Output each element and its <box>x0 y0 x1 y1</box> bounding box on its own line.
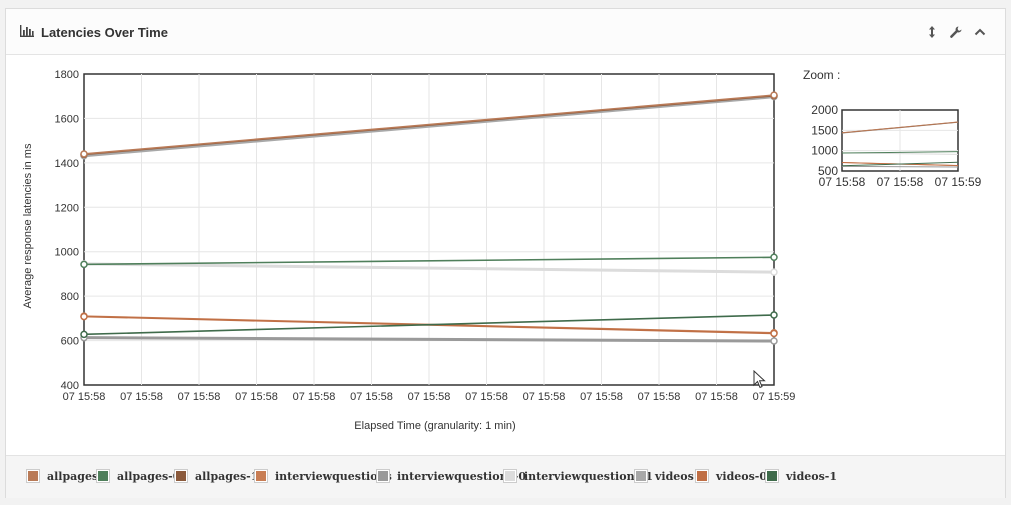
y-tick-label: 800 <box>61 291 79 303</box>
zoom-label: Zoom : <box>803 68 841 82</box>
series-line-videos-1 <box>83 314 775 336</box>
legend-swatch <box>26 469 40 483</box>
legend-label: allpages <box>47 469 99 483</box>
y-tick-label: 1000 <box>55 247 79 259</box>
y-tick-label: 400 <box>61 380 79 392</box>
wrench-icon[interactable] <box>949 25 963 39</box>
y-tick-label: 1600 <box>55 113 79 125</box>
legend-label: interviewquestions-1 <box>524 469 653 483</box>
legend-item-videos-0[interactable]: videos-0 <box>695 468 767 484</box>
x-axis-label: Elapsed Time (granularity: 1 min) <box>354 420 515 432</box>
legend-label: allpages-1 <box>195 469 259 483</box>
series-line-interviewquestions-1 <box>83 262 775 274</box>
collapse-chevron-icon[interactable] <box>973 25 987 39</box>
legend-item-videos[interactable]: videos <box>634 468 694 484</box>
x-tick-label: 07 15:58 <box>695 391 738 403</box>
legend-item-allpages-0[interactable]: allpages-0 <box>96 468 180 484</box>
zoom-x-tick-label: 07 15:58 <box>877 175 924 189</box>
panel-title: Latencies Over Time <box>41 25 168 40</box>
point-videos-1-1 <box>770 311 778 319</box>
point-interviewquestions-1-1 <box>770 268 778 276</box>
legend-swatch <box>376 469 390 483</box>
bar-chart-icon <box>20 25 34 37</box>
zoom-series-line-videos-1 <box>841 161 959 167</box>
legend-swatch <box>174 469 188 483</box>
legend-label: interviewquestions-0 <box>397 469 526 483</box>
legend-label: videos-0 <box>716 469 768 483</box>
legend-swatch <box>96 469 110 483</box>
point-videos-0-1 <box>770 329 778 338</box>
legend-swatch <box>634 469 648 483</box>
legend-swatch <box>254 469 268 483</box>
y-tick-label: 600 <box>61 336 79 348</box>
point-interviewquestions-0-1 <box>770 337 778 345</box>
zoom-y-tick-label: 2000 <box>811 103 838 117</box>
legend-item-videos-1[interactable]: videos-1 <box>765 468 837 484</box>
legend-label: videos-1 <box>786 469 838 483</box>
x-tick-label: 07 15:58 <box>293 391 336 403</box>
x-tick-label: 07 15:58 <box>120 391 163 403</box>
latency-chart: 400 600 800 1000 1200 1400 1600 1800 07 15:58 07… <box>22 69 982 432</box>
x-tick-label: 07 15:58 <box>408 391 451 403</box>
series-line-allpages-0 <box>83 256 775 266</box>
point-allpages-1 <box>770 91 778 99</box>
zoom-x-tick-label: 07 15:58 <box>819 175 866 189</box>
panel-header: Latencies Over Time <box>6 9 1005 55</box>
legend-label: allpages-0 <box>117 469 181 483</box>
x-tick-label: 07 15:58 <box>63 391 106 403</box>
legend-label: videos <box>655 469 694 483</box>
x-tick-label: 07 15:58 <box>580 391 623 403</box>
x-tick-label: 07 15:58 <box>523 391 566 403</box>
zoom-series-line-interviewquestions-0 <box>841 165 959 168</box>
legend-swatch <box>765 469 779 483</box>
zoom-series-line-allpages-0 <box>841 151 959 154</box>
legend-swatch <box>695 469 709 483</box>
legend-swatch <box>503 469 517 483</box>
point-videos-1-0 <box>80 330 88 339</box>
x-tick-label: 07 15:58 <box>178 391 221 403</box>
zoom-y-tick-label: 1500 <box>811 123 838 137</box>
legend-item-allpages[interactable]: allpages <box>26 468 98 484</box>
y-axis-label: Average response latencies in ms <box>22 143 34 308</box>
series-line-interviewquestions-0 <box>83 336 775 343</box>
x-tick-label: 07 15:59 <box>753 391 796 403</box>
zoom-x-tick-label: 07 15:59 <box>935 175 982 189</box>
point-videos-0-0 <box>80 312 88 321</box>
mouse-cursor-icon <box>753 370 766 389</box>
x-tick-label: 07 15:58 <box>638 391 681 403</box>
latencies-panel: Latencies Over Time 400 600 800 1000 1200 140… <box>5 8 1006 498</box>
point-allpages-0-0 <box>80 260 88 269</box>
x-tick-label: 07 15:58 <box>465 391 508 403</box>
legend-item-interviewquestions-0[interactable]: interviewquestions-0 <box>376 468 526 484</box>
point-allpages-0 <box>80 150 88 158</box>
x-tick-label: 07 15:58 <box>350 391 393 403</box>
legend-item-interviewquestions-1[interactable]: interviewquestions-1 <box>503 468 653 484</box>
y-tick-label: 1200 <box>55 202 79 214</box>
zoom-y-tick-label: 500 <box>818 164 838 178</box>
series-line-allpages <box>83 94 775 155</box>
legend-item-interviewquestions[interactable]: interviewquestions <box>254 468 392 484</box>
zoom-series-line-allpages <box>841 121 959 134</box>
legend-label: interviewquestions <box>275 469 392 483</box>
x-tick-label: 07 15:58 <box>235 391 278 403</box>
y-tick-label: 1400 <box>55 158 79 170</box>
zoom-y-tick-label: 1000 <box>811 144 838 158</box>
legend-item-allpages-1[interactable]: allpages-1 <box>174 468 258 484</box>
y-tick-label: 1800 <box>55 69 79 81</box>
legend: allpages allpages-0 allpages-1 interviewque… <box>6 455 1005 498</box>
expand-vertical-icon[interactable] <box>925 25 939 39</box>
point-allpages-0-1 <box>770 253 778 262</box>
series-line-videos <box>83 95 775 158</box>
